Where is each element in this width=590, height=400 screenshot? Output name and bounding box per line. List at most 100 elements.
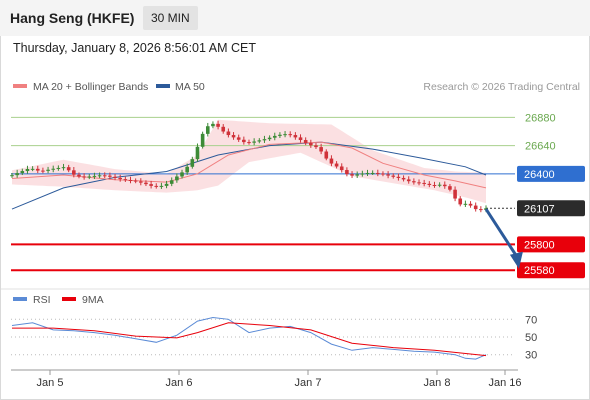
bollinger-band bbox=[12, 119, 486, 204]
rsi-tick-30: 30 bbox=[525, 350, 537, 362]
candle-body bbox=[365, 172, 370, 174]
candle-body bbox=[159, 185, 164, 187]
candle-body bbox=[30, 168, 35, 170]
candle-body bbox=[231, 135, 236, 138]
candle-body bbox=[283, 134, 287, 136]
projection-arrow-head bbox=[509, 251, 523, 269]
level-label-26880: 26880 bbox=[525, 112, 556, 124]
candle-body bbox=[77, 174, 81, 177]
ma50-line bbox=[11, 141, 487, 210]
ma20-legend-swatch bbox=[13, 84, 27, 88]
candle-body bbox=[164, 183, 169, 186]
rsi-9ma-line bbox=[12, 322, 487, 357]
candle-body bbox=[113, 176, 117, 178]
candle-body bbox=[72, 170, 76, 175]
candle-body bbox=[15, 173, 19, 176]
candle-body bbox=[242, 139, 246, 143]
candle-body bbox=[169, 180, 174, 184]
candle-body bbox=[288, 134, 293, 136]
candle-body bbox=[262, 139, 267, 141]
candle-body bbox=[92, 175, 97, 177]
candle-body bbox=[46, 169, 50, 171]
level-label-26400: 26400 bbox=[524, 169, 555, 181]
candle-body bbox=[453, 189, 457, 199]
candle-body bbox=[252, 141, 256, 143]
candle-body bbox=[427, 183, 432, 186]
candle-body bbox=[309, 142, 313, 146]
chart-header: Hang Seng (HKFE) 30 MIN bbox=[0, 0, 590, 36]
candle-body bbox=[185, 166, 189, 173]
candle-body bbox=[298, 137, 303, 141]
candle-body bbox=[345, 170, 349, 175]
level-label-25580: 25580 bbox=[524, 265, 555, 277]
level-badge-26107 bbox=[517, 200, 585, 217]
candle-body bbox=[257, 140, 262, 142]
rsi-tick-70: 70 bbox=[525, 314, 537, 326]
candle-body bbox=[144, 182, 148, 185]
x-tick-label: Jan 5 bbox=[37, 377, 64, 389]
candle-body bbox=[334, 163, 339, 167]
candle-body bbox=[329, 158, 334, 164]
candle-body bbox=[442, 184, 447, 187]
candle-body bbox=[303, 140, 308, 143]
candle-body bbox=[484, 208, 488, 210]
candle-body bbox=[66, 167, 71, 171]
candle-body bbox=[406, 179, 411, 182]
candle-body bbox=[437, 184, 442, 186]
level-badge-26400 bbox=[517, 165, 585, 182]
candle-body bbox=[376, 172, 380, 174]
rsi9ma-legend-label: 9MA bbox=[82, 294, 104, 306]
candle-body bbox=[108, 175, 112, 177]
candle-body bbox=[200, 133, 205, 147]
x-tick-label: Jan 16 bbox=[488, 377, 521, 389]
candle-body bbox=[236, 137, 241, 140]
instrument-title: Hang Seng (HKFE) bbox=[10, 10, 135, 26]
candle-body bbox=[479, 209, 483, 211]
x-tick-label: Jan 7 bbox=[295, 377, 322, 389]
level-badge-25800 bbox=[517, 236, 585, 253]
datetime-label: Thursday, January 8, 2026 8:56:01 AM CET bbox=[13, 41, 256, 55]
x-tick-label: Jan 8 bbox=[424, 377, 451, 389]
candle-body bbox=[422, 182, 426, 184]
candle-body bbox=[386, 174, 390, 176]
candle-body bbox=[391, 175, 396, 177]
candle-body bbox=[87, 176, 92, 178]
candle-body bbox=[190, 159, 195, 167]
ma20-legend-label: MA 20 + Bollinger Bands bbox=[33, 81, 148, 93]
candle-body bbox=[468, 203, 473, 206]
candle-body bbox=[10, 175, 14, 177]
level-badge-25580 bbox=[517, 262, 585, 279]
copyright-label: Research © 2026 Trading Central bbox=[423, 81, 580, 93]
candle-body bbox=[139, 181, 143, 183]
candle-body bbox=[278, 134, 282, 136]
candle-body bbox=[381, 173, 385, 175]
candle-body bbox=[226, 131, 231, 136]
candle-body bbox=[102, 175, 107, 177]
candle-body bbox=[25, 168, 30, 172]
candle-body bbox=[128, 180, 133, 182]
candle-body bbox=[473, 205, 478, 210]
candle-body bbox=[123, 179, 128, 181]
level-label-26640: 26640 bbox=[525, 141, 556, 153]
rsi-legend-label: RSI bbox=[33, 294, 51, 306]
candle-body bbox=[195, 146, 200, 160]
candle-body bbox=[247, 142, 251, 144]
rsi-tick-50: 50 bbox=[525, 332, 537, 344]
candle-body bbox=[180, 172, 184, 177]
candle-body bbox=[319, 147, 323, 152]
candle-body bbox=[118, 177, 122, 180]
candle-body bbox=[221, 126, 226, 132]
candle-body bbox=[61, 167, 66, 169]
candle-body bbox=[51, 168, 56, 170]
candle-body bbox=[401, 177, 406, 180]
rsi9ma-legend-swatch bbox=[62, 297, 76, 301]
candle-body bbox=[458, 198, 463, 205]
candle-body bbox=[314, 145, 318, 148]
candle-body bbox=[412, 181, 416, 183]
candle-body bbox=[432, 185, 437, 187]
candle-body bbox=[216, 123, 220, 127]
timeframe-badge[interactable]: 30 MIN bbox=[143, 6, 198, 30]
candle-body bbox=[355, 174, 359, 176]
candle-body bbox=[267, 137, 272, 140]
